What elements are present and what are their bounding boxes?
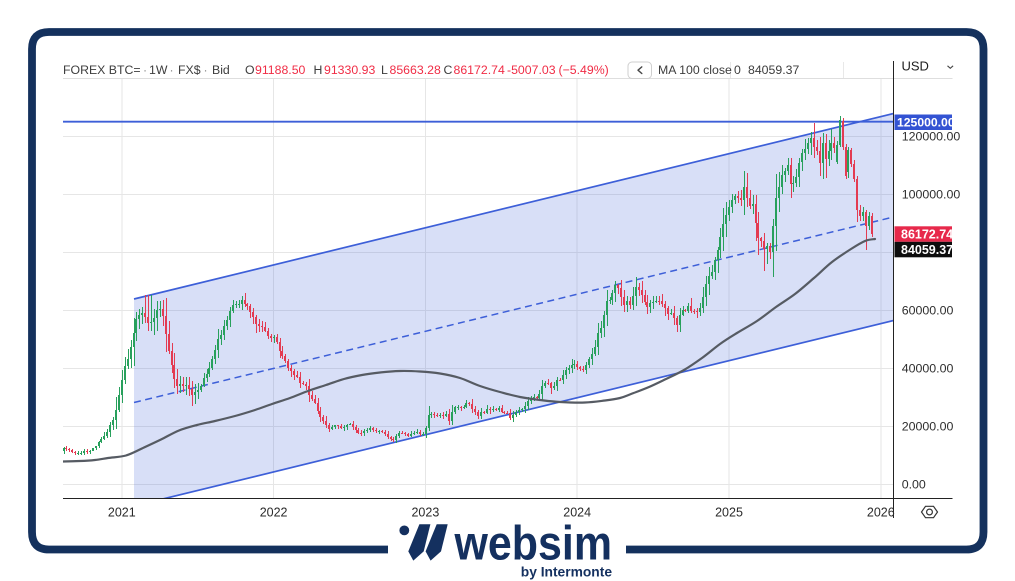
svg-text:(−5.49%): (−5.49%) [559,63,609,77]
svg-text:-5007.03: -5007.03 [507,63,556,77]
svg-text:USD: USD [902,59,929,74]
svg-text:0.00: 0.00 [902,477,926,491]
svg-text:C: C [444,63,453,77]
svg-text:0: 0 [734,63,741,77]
svg-text:40000.00: 40000.00 [902,361,954,375]
svg-text:2024: 2024 [563,506,591,520]
svg-text:20000.00: 20000.00 [902,419,954,433]
svg-text:100000.00: 100000.00 [902,187,961,201]
svg-text:120000.00: 120000.00 [902,129,961,143]
svg-text:2021: 2021 [108,506,136,520]
svg-text:125000.00: 125000.00 [897,116,955,130]
svg-text:by Intermonte: by Intermonte [521,565,613,580]
svg-text:86172.74: 86172.74 [901,227,953,241]
svg-text:·: · [170,63,174,77]
svg-text:1W: 1W [149,63,168,77]
svg-text:2026: 2026 [867,506,895,520]
svg-text:2025: 2025 [715,506,743,520]
svg-text:91330.93: 91330.93 [324,63,375,77]
svg-text:websim: websim [454,518,612,571]
svg-text:O: O [245,63,255,77]
svg-text:85663.28: 85663.28 [390,63,441,77]
svg-text:84059.37: 84059.37 [748,63,799,77]
svg-text:Bid: Bid [212,63,230,77]
svg-text:2022: 2022 [260,506,288,520]
svg-text:86172.74: 86172.74 [454,63,505,77]
svg-text:FX$: FX$ [178,63,201,77]
svg-text:91188.50: 91188.50 [255,63,306,77]
svg-text:·: · [143,63,147,77]
svg-text:MA 100 close: MA 100 close [658,63,732,77]
svg-text:2023: 2023 [411,506,439,520]
svg-text:60000.00: 60000.00 [902,303,954,317]
svg-text:FOREX BTC=: FOREX BTC= [63,63,141,77]
svg-text:·: · [204,63,208,77]
svg-text:84059.37: 84059.37 [901,243,953,257]
svg-text:H: H [314,63,323,77]
svg-text:L: L [381,63,388,77]
